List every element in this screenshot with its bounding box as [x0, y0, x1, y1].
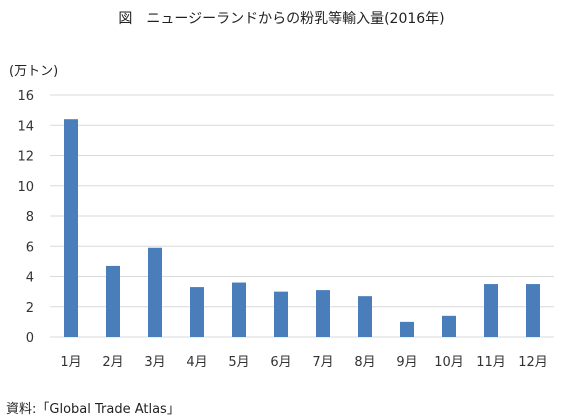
bar-4 — [190, 287, 204, 337]
x-tick-label-9: 9月 — [396, 355, 417, 370]
x-tick-label-12: 12月 — [518, 355, 548, 370]
x-tick-label-11: 11月 — [476, 355, 506, 370]
y-tick-label-14: 14 — [17, 119, 34, 134]
source-note: 資料:「Global Trade Atlas」 — [6, 402, 180, 417]
bars — [64, 119, 540, 337]
bar-10 — [442, 315, 456, 337]
bar-12 — [526, 284, 540, 337]
x-tick-label-1: 1月 — [60, 355, 81, 370]
bar-8 — [358, 296, 372, 337]
x-tick-label-2: 2月 — [102, 355, 123, 370]
y-axis-unit-label: (万トン) — [9, 64, 59, 79]
y-tick-label-2: 2 — [26, 301, 34, 316]
y-tick-label-12: 12 — [17, 150, 34, 165]
x-axis-ticks: 1月 2月 3月 4月 5月 6月 7月 8月 9月 10月 11月 12月 — [60, 355, 547, 370]
bar-7 — [316, 290, 330, 337]
y-tick-label-4: 4 — [26, 271, 34, 286]
bar-3 — [148, 247, 162, 337]
bar-11 — [484, 284, 498, 337]
y-tick-label-16: 16 — [17, 89, 34, 104]
x-tick-label-8: 8月 — [354, 355, 375, 370]
y-tick-label-8: 8 — [26, 210, 34, 225]
y-tick-label-6: 6 — [26, 240, 34, 255]
x-tick-label-10: 10月 — [434, 355, 464, 370]
y-tick-label-10: 10 — [17, 180, 34, 195]
x-tick-label-6: 6月 — [270, 355, 291, 370]
x-tick-label-3: 3月 — [144, 355, 165, 370]
bar-2 — [106, 265, 120, 337]
bar-6 — [274, 291, 288, 337]
bar-1 — [64, 119, 78, 337]
bar-9 — [400, 321, 414, 337]
y-axis-ticks: 0 2 4 6 8 10 12 14 16 — [17, 89, 34, 346]
bar-5 — [232, 282, 246, 337]
y-tick-label-0: 0 — [26, 331, 34, 346]
x-tick-label-4: 4月 — [186, 355, 207, 370]
x-tick-label-7: 7月 — [312, 355, 333, 370]
x-tick-label-5: 5月 — [228, 355, 249, 370]
chart-title: 図 ニュージーランドからの粉乳等輸入量(2016年) — [118, 11, 445, 27]
gridlines — [50, 94, 554, 338]
